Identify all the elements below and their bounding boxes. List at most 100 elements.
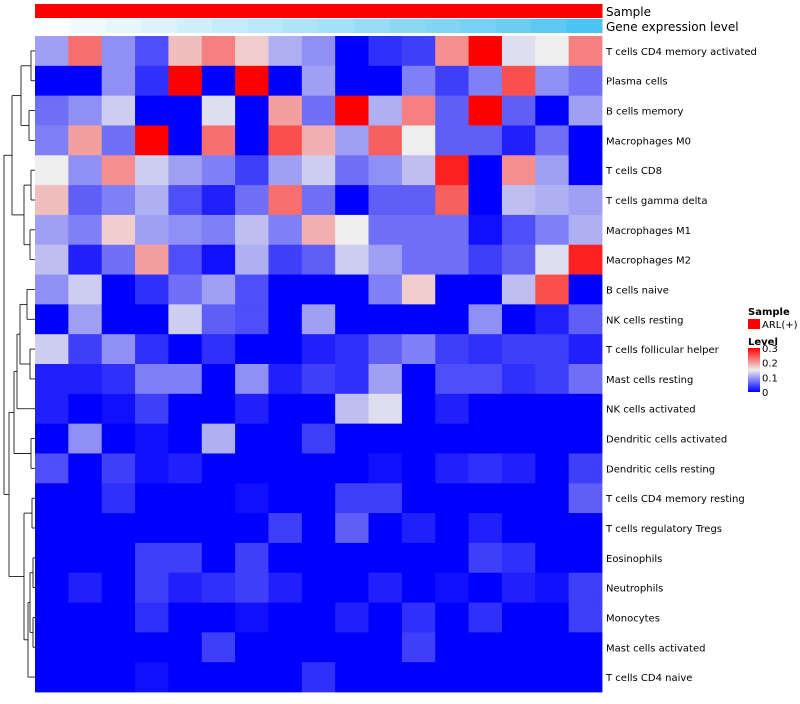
heatmap-cell [568, 244, 603, 275]
heatmap-cell [301, 244, 336, 275]
heatmap-cell [68, 393, 103, 425]
gene-expression-annotation-cell [35, 19, 71, 33]
heatmap-cell [568, 364, 603, 395]
heatmap-cell [401, 662, 436, 693]
heatmap-cell [135, 542, 169, 574]
heatmap-cell [501, 36, 536, 67]
gene-expression-annotation-cell [283, 19, 319, 33]
heatmap-cell [201, 95, 236, 126]
heatmap-cell [168, 483, 203, 514]
heatmap-cell [301, 364, 336, 395]
row-label: Mast cells activated [606, 643, 705, 654]
heatmap-cell [368, 364, 403, 395]
heatmap-cell [301, 513, 336, 544]
heatmap-cell [135, 602, 169, 633]
gene-expression-annotation-cell [141, 19, 178, 33]
heatmap-cell [101, 453, 136, 484]
heatmap-cell [268, 572, 303, 603]
heatmap-cell [268, 513, 303, 544]
row-label: Macrophages M2 [606, 256, 691, 267]
heatmap-cell [168, 214, 203, 246]
heatmap-cell [568, 542, 603, 574]
heatmap-cell [501, 662, 536, 693]
heatmap-cell [168, 125, 203, 156]
heatmap-cell [401, 542, 436, 574]
heatmap-cell [435, 542, 469, 574]
heatmap-cell [201, 542, 236, 574]
sample-annotation-cell [176, 4, 213, 18]
heatmap-cell [35, 334, 69, 365]
heatmap-cell [101, 304, 136, 335]
heatmap-cell [135, 125, 169, 156]
heatmap-cell [368, 185, 403, 216]
sample-annotation-cell [247, 4, 284, 18]
row-label: T cells follicular helper [605, 345, 720, 356]
heatmap-cell [301, 572, 336, 603]
heatmap-cell [468, 453, 503, 484]
heatmap-cell [568, 632, 603, 663]
heatmap-cell [501, 155, 536, 186]
heatmap-cell [68, 244, 103, 275]
heatmap-cell [501, 393, 536, 425]
heatmap-cell [301, 155, 336, 186]
row-label: Dendritic cells resting [606, 464, 715, 475]
heatmap-cell [235, 274, 269, 305]
heatmap-cell [435, 214, 469, 246]
sample-annotation-cell [353, 4, 390, 18]
heatmap-cell [335, 125, 369, 156]
heatmap-cell [168, 36, 203, 67]
heatmap-cell [268, 423, 303, 454]
heatmap-cell [301, 602, 336, 633]
heatmap-cell [568, 95, 603, 126]
heatmap-cell [468, 513, 503, 544]
heatmap-cell [535, 214, 570, 246]
sample-annotation-cell [318, 4, 355, 18]
heatmap-cell [368, 244, 403, 275]
heatmap-cell [235, 453, 269, 484]
heatmap-cell [68, 334, 103, 365]
heatmap-cell [135, 364, 169, 395]
heatmap-cell [135, 423, 169, 454]
heatmap-cell [201, 214, 236, 246]
heatmap-cell [235, 572, 269, 603]
heatmap-cell [268, 483, 303, 514]
heatmap-cell [135, 274, 169, 305]
heatmap-cell [35, 542, 69, 574]
heatmap-cell [335, 423, 369, 454]
heatmap-cell [235, 393, 269, 425]
heatmap-cell [401, 95, 436, 126]
level-legend-title: Level [748, 337, 778, 348]
heatmap-cell [501, 632, 536, 663]
heatmap-cell [435, 393, 469, 425]
heatmap-cell [301, 214, 336, 246]
sample-annotation-cell [35, 4, 71, 18]
heatmap-cell [68, 662, 103, 693]
heatmap-cell [335, 632, 369, 663]
heatmap-cell [335, 453, 369, 484]
gene-expression-annotation-cell [424, 19, 461, 33]
heatmap-cell [335, 155, 369, 186]
heatmap-cell [35, 572, 69, 603]
heatmap-cell [435, 602, 469, 633]
gene-expression-annotation-cell [495, 19, 532, 33]
heatmap-cell [535, 572, 570, 603]
heatmap-cell [235, 483, 269, 514]
heatmap-cell [435, 274, 469, 305]
heatmap-cell [535, 334, 570, 365]
heatmap-cell [135, 572, 169, 603]
heatmap-cell [301, 483, 336, 514]
heatmap-cell [568, 334, 603, 365]
heatmap-cell [268, 244, 303, 275]
heatmap-cell [535, 36, 570, 67]
heatmap-cell [535, 65, 570, 97]
gene-expression-annotation-cell [176, 19, 213, 33]
heatmap-cell [535, 304, 570, 335]
heatmap-cell [468, 483, 503, 514]
heatmap-cell [435, 36, 469, 67]
sample-annotation-cell [531, 4, 568, 18]
heatmap-cell [201, 572, 236, 603]
heatmap-cell [201, 602, 236, 633]
heatmap-cell [35, 453, 69, 484]
heatmap-cell [468, 632, 503, 663]
heatmap-cell [301, 185, 336, 216]
